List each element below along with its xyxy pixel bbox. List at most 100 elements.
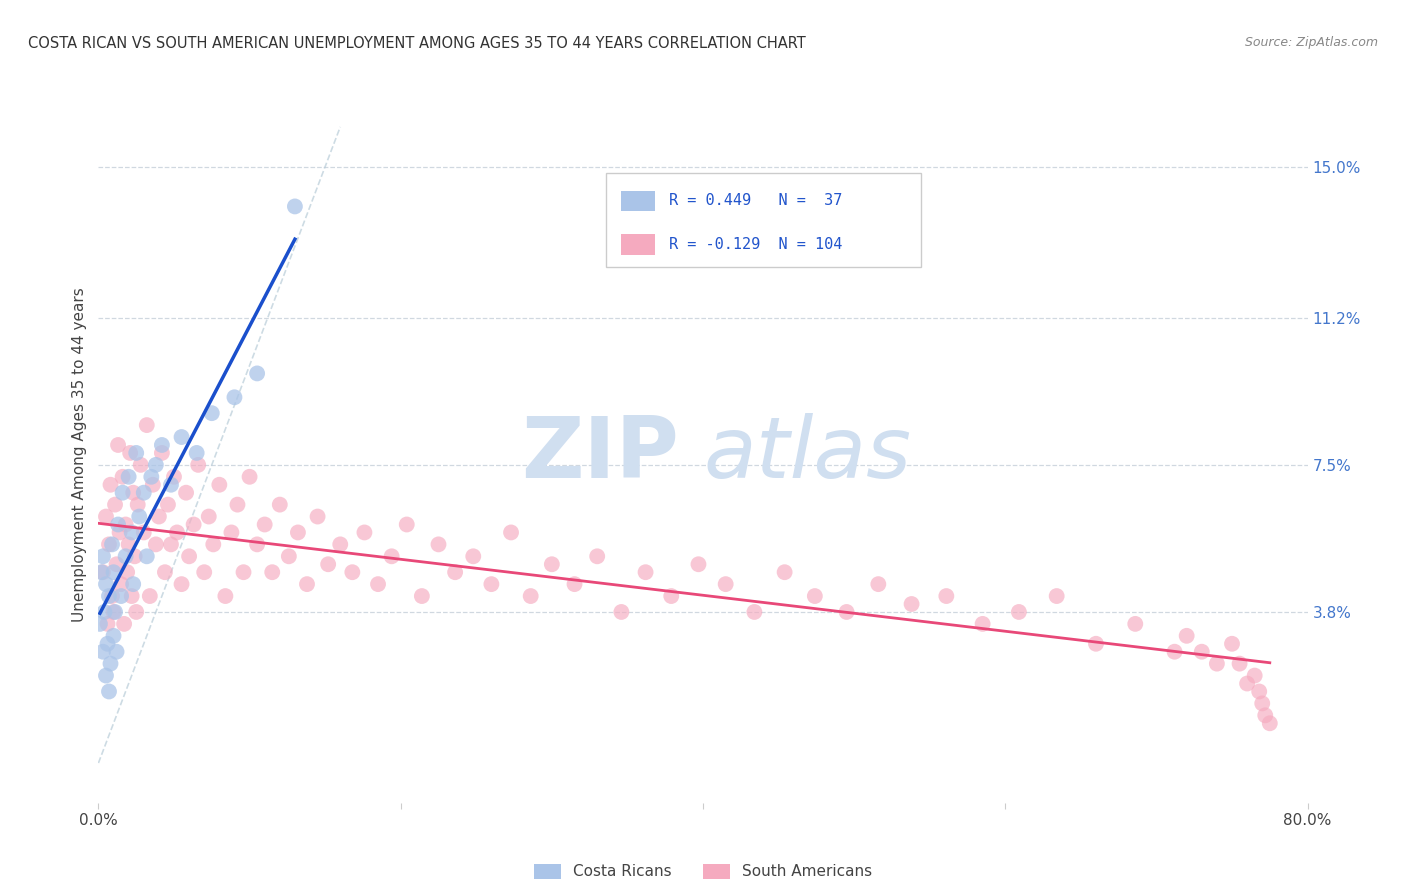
Point [105, 558, 128, 572]
Point [118, 537, 141, 551]
Point [1251, 697, 1274, 711]
Point [110, 577, 132, 591]
Point [1243, 668, 1265, 682]
Point [481, 577, 503, 591]
Point [135, 549, 157, 564]
Point [98, 684, 121, 698]
Point [1175, 629, 1198, 643]
Point [98, 589, 121, 603]
Point [744, 605, 766, 619]
Point [132, 485, 155, 500]
Point [246, 367, 269, 381]
Point [316, 558, 339, 572]
Point [353, 525, 375, 540]
Point [110, 589, 132, 603]
Point [183, 517, 205, 532]
Point [90, 565, 112, 579]
Point [150, 438, 173, 452]
Point [284, 199, 307, 213]
Point [122, 485, 145, 500]
Point [150, 446, 173, 460]
Point [444, 565, 467, 579]
Point [93, 605, 115, 619]
Point [540, 558, 562, 572]
Point [586, 549, 609, 564]
Point [103, 565, 125, 579]
Point [170, 430, 193, 444]
Point [135, 418, 157, 433]
Text: ZIP: ZIP [522, 413, 679, 497]
Legend: Costa Ricans, South Americans: Costa Ricans, South Americans [527, 857, 879, 886]
Point [201, 406, 224, 420]
Point [381, 549, 404, 564]
Point [342, 565, 364, 579]
Point [246, 537, 269, 551]
Point [221, 525, 243, 540]
FancyBboxPatch shape [606, 173, 921, 267]
Point [125, 446, 148, 460]
Point [91, 565, 114, 579]
Point [564, 577, 586, 591]
Point [114, 517, 136, 532]
Point [94, 668, 117, 682]
FancyBboxPatch shape [621, 235, 655, 255]
Point [145, 537, 167, 551]
Point [1254, 708, 1277, 723]
Point [239, 470, 262, 484]
Point [688, 558, 710, 572]
Point [132, 525, 155, 540]
Point [125, 605, 148, 619]
FancyBboxPatch shape [621, 191, 655, 211]
Text: R = -0.129  N = 104: R = -0.129 N = 104 [669, 237, 842, 252]
Point [395, 517, 418, 532]
Point [1229, 657, 1251, 671]
Point [972, 616, 994, 631]
Point [127, 498, 149, 512]
Point [104, 605, 127, 619]
Point [94, 509, 117, 524]
Point [1163, 645, 1185, 659]
Point [148, 509, 170, 524]
Point [108, 525, 131, 540]
Point [107, 438, 129, 452]
Point [519, 589, 541, 603]
Point [142, 477, 165, 491]
Point [89, 616, 111, 631]
Point [160, 537, 183, 551]
Text: R = 0.449   N =  37: R = 0.449 N = 37 [669, 194, 842, 209]
Point [103, 605, 125, 619]
Point [193, 565, 215, 579]
Point [121, 525, 143, 540]
Point [103, 629, 125, 643]
Point [91, 645, 114, 659]
Point [1191, 645, 1213, 659]
Point [1123, 616, 1146, 631]
Point [427, 537, 450, 551]
Point [166, 525, 188, 540]
Point [160, 477, 183, 491]
Point [94, 577, 117, 591]
Text: Source: ZipAtlas.com: Source: ZipAtlas.com [1244, 36, 1378, 49]
Point [156, 498, 179, 512]
Point [232, 565, 254, 579]
Point [463, 549, 485, 564]
Point [499, 525, 522, 540]
Point [1085, 637, 1108, 651]
Point [277, 549, 299, 564]
Point [101, 589, 124, 603]
Point [179, 549, 201, 564]
Point [145, 458, 167, 472]
Point [101, 537, 124, 551]
Point [208, 477, 231, 491]
Point [307, 509, 329, 524]
Point [118, 470, 141, 484]
Point [367, 577, 389, 591]
Text: atlas: atlas [703, 413, 911, 497]
Point [104, 498, 127, 512]
Point [128, 509, 150, 524]
Point [139, 589, 162, 603]
Point [411, 589, 433, 603]
Point [170, 577, 193, 591]
Point [659, 589, 682, 603]
Point [91, 549, 114, 564]
